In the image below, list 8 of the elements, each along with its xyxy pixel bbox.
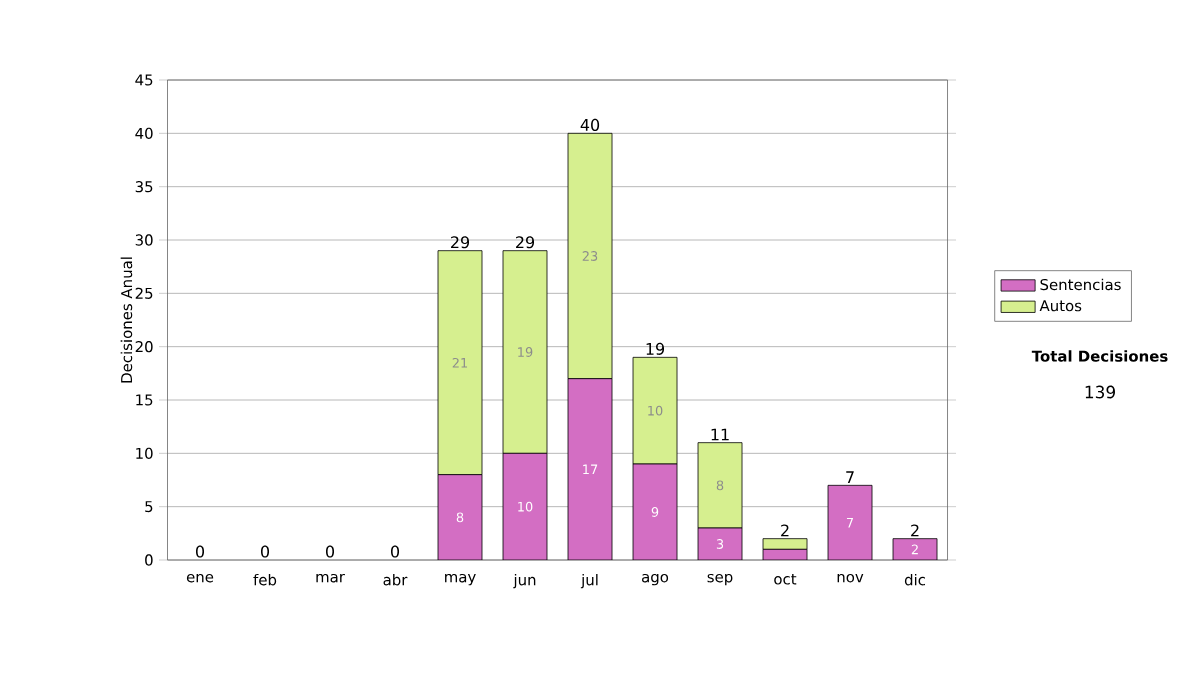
text: 139: [1085, 385, 1115, 399]
bar: [567, 378, 613, 560]
bar: [632, 463, 678, 560]
bar: [827, 484, 873, 560]
bar: [697, 442, 743, 529]
bar: [437, 474, 483, 560]
bar: [502, 452, 548, 560]
bar: [762, 538, 808, 550]
